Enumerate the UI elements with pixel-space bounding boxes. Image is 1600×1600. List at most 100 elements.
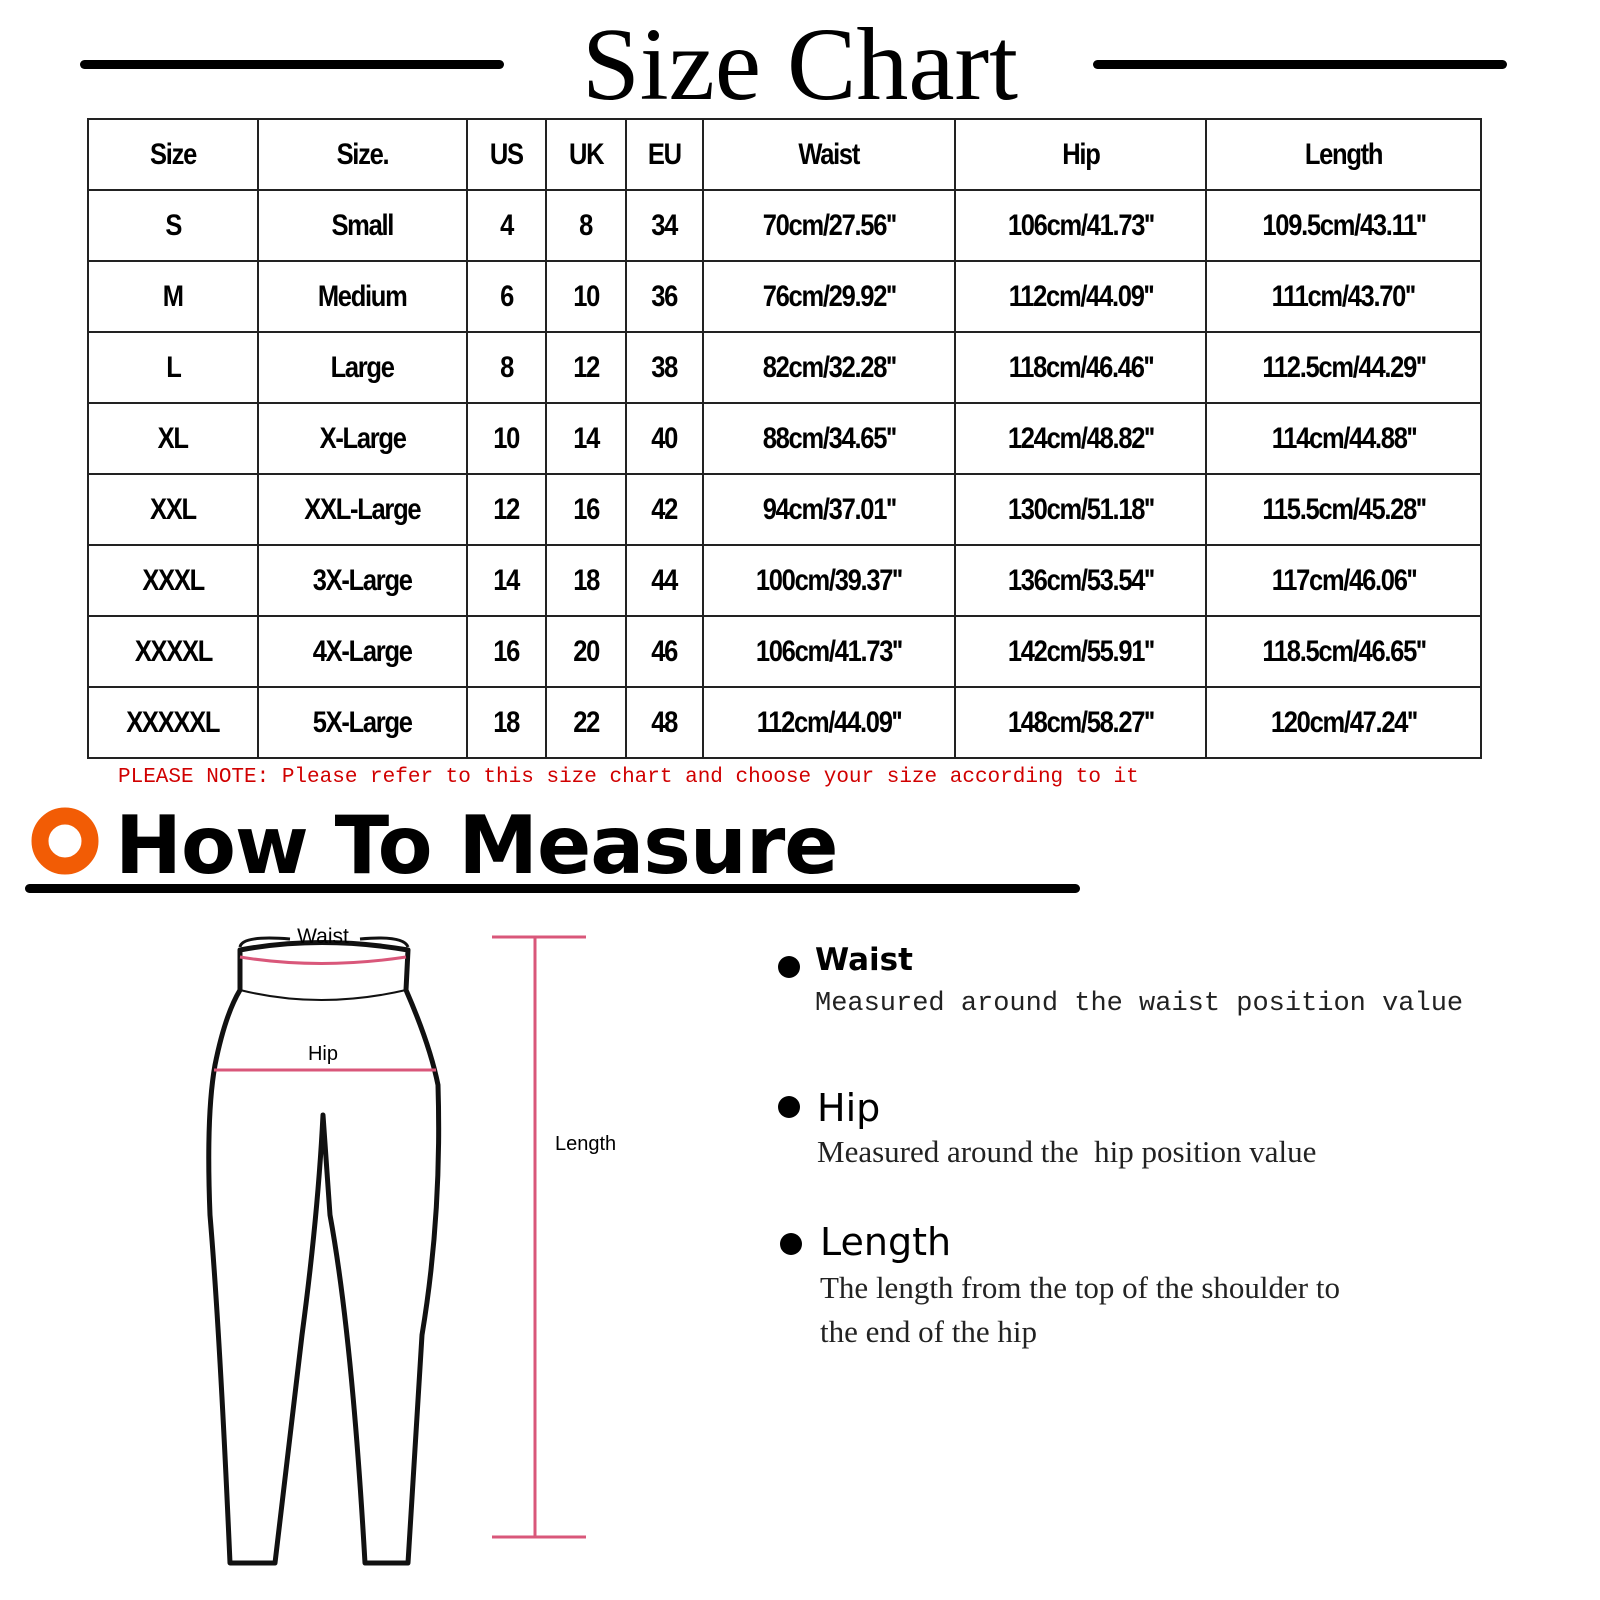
table-row: XXXXL 4X-Large 16 20 46 106cm/41.73'' 142cm/55… bbox=[87, 615, 1482, 688]
cell-text: 10 bbox=[573, 279, 600, 313]
table-cell: 76cm/29.92'' bbox=[702, 260, 956, 333]
pants-diagram: Waist Hip Length bbox=[206, 925, 616, 1566]
cell-text: 34 bbox=[651, 208, 679, 242]
cell-text: 36 bbox=[651, 279, 679, 313]
cell-text: 20 bbox=[573, 634, 600, 668]
cell-text: 12 bbox=[573, 350, 600, 384]
column-header: Size bbox=[87, 118, 259, 191]
table-cell: XXXL bbox=[87, 544, 259, 617]
cell-text: 38 bbox=[651, 350, 679, 384]
cell-text: XXXXL bbox=[134, 634, 213, 668]
measure-desc-hip: Measured around the hip position value bbox=[817, 1134, 1317, 1169]
table-cell: 136cm/53.54'' bbox=[954, 544, 1207, 617]
table-cell: 117cm/46.06'' bbox=[1205, 544, 1482, 617]
column-header-text: Size. bbox=[336, 137, 390, 171]
cell-text: 136cm/53.54'' bbox=[1007, 563, 1155, 597]
cell-text: 124cm/48.82'' bbox=[1007, 421, 1155, 455]
size-note: PLEASE NOTE: Please refer to this size c… bbox=[118, 766, 1139, 789]
column-header-text: EU bbox=[648, 137, 682, 171]
waist-measure-line bbox=[239, 955, 407, 965]
cell-text: 118cm/46.46'' bbox=[1008, 350, 1154, 384]
cell-text: 44 bbox=[651, 563, 679, 597]
table-cell: XXL bbox=[87, 473, 259, 546]
table-cell: 70cm/27.56'' bbox=[702, 189, 956, 262]
bullet-icon bbox=[778, 956, 800, 978]
table-cell: 46 bbox=[625, 615, 704, 688]
table-cell: Medium bbox=[257, 260, 468, 333]
cell-text: 46 bbox=[651, 634, 679, 668]
cell-text: 106cm/41.73'' bbox=[1007, 208, 1155, 242]
size-table: Size Size. US UK EU Waist Hip Length S Small 4 8 34… bbox=[87, 118, 1482, 759]
title-rule-right bbox=[1093, 60, 1507, 69]
cell-text: 114cm/44.88'' bbox=[1271, 421, 1417, 455]
cell-text: 6 bbox=[500, 279, 514, 313]
diagram-waist-label: Waist bbox=[297, 925, 349, 948]
table-cell: 4 bbox=[466, 189, 547, 262]
bullet-icon bbox=[778, 1096, 800, 1118]
table-row: XXXXXL 5X-Large 18 22 48 112cm/44.09'' 148cm/5… bbox=[87, 686, 1482, 759]
cell-text: Small bbox=[331, 208, 395, 242]
cell-text: X-Large bbox=[319, 421, 406, 455]
table-cell: 111cm/43.70'' bbox=[1205, 260, 1482, 333]
cell-text: Medium bbox=[318, 279, 408, 313]
cell-text: 4 bbox=[500, 208, 514, 242]
measure-label-hip: Hip bbox=[817, 1086, 881, 1130]
table-cell: 44 bbox=[625, 544, 704, 617]
table-cell: 118cm/46.46'' bbox=[954, 331, 1207, 404]
table-cell: XL bbox=[87, 402, 259, 475]
cell-text: XXL-Large bbox=[304, 492, 421, 526]
column-header: Hip bbox=[954, 118, 1207, 191]
table-cell: XXXXXL bbox=[87, 686, 259, 759]
table-cell: 38 bbox=[625, 331, 704, 404]
column-header: EU bbox=[625, 118, 704, 191]
title-rule-left bbox=[80, 60, 504, 69]
table-cell: 3X-Large bbox=[257, 544, 468, 617]
table-cell: 142cm/55.91'' bbox=[954, 615, 1207, 688]
table-row: XL X-Large 10 14 40 88cm/34.65'' 124cm/48.82''… bbox=[87, 402, 1482, 475]
cell-text: 8 bbox=[500, 350, 514, 384]
table-cell: 12 bbox=[466, 473, 547, 546]
cell-text: 94cm/37.01'' bbox=[762, 492, 897, 526]
table-cell: 88cm/34.65'' bbox=[702, 402, 956, 475]
table-cell: 16 bbox=[545, 473, 627, 546]
diagram-length-label: Length bbox=[555, 1133, 616, 1155]
table-cell: 14 bbox=[545, 402, 627, 475]
column-header: Size. bbox=[257, 118, 468, 191]
table-row: M Medium 6 10 36 76cm/29.92'' 112cm/44.09'' 111… bbox=[87, 260, 1482, 333]
cell-text: 48 bbox=[651, 705, 679, 739]
table-cell: 34 bbox=[625, 189, 704, 262]
table-row: S Small 4 8 34 70cm/27.56'' 106cm/41.73'' 109.5… bbox=[87, 189, 1482, 262]
table-cell: 130cm/51.18'' bbox=[954, 473, 1207, 546]
table-cell: 115.5cm/45.28'' bbox=[1205, 473, 1482, 546]
table-cell: 5X-Large bbox=[257, 686, 468, 759]
column-header: US bbox=[466, 118, 547, 191]
cell-text: Large bbox=[330, 350, 395, 384]
cell-text: 14 bbox=[493, 563, 521, 597]
table-cell: 20 bbox=[545, 615, 627, 688]
table-cell: 18 bbox=[545, 544, 627, 617]
table-cell: 100cm/39.37'' bbox=[702, 544, 956, 617]
table-cell: 12 bbox=[545, 331, 627, 404]
cell-text: 148cm/58.27'' bbox=[1007, 705, 1155, 739]
cell-text: 3X-Large bbox=[313, 563, 413, 597]
column-header-text: Length bbox=[1304, 137, 1384, 171]
measure-desc-length-1: The length from the top of the shoulder … bbox=[820, 1270, 1340, 1305]
cell-text: 22 bbox=[573, 705, 600, 739]
cell-text: 16 bbox=[493, 634, 521, 668]
column-header: Length bbox=[1205, 118, 1482, 191]
table-cell: 22 bbox=[545, 686, 627, 759]
cell-text: M bbox=[163, 279, 184, 313]
cell-text: XXXXXL bbox=[126, 705, 221, 739]
cell-text: 18 bbox=[493, 705, 521, 739]
bullet-icon bbox=[780, 1233, 802, 1255]
measure-rule bbox=[25, 884, 1080, 893]
cell-text: 5X-Large bbox=[313, 705, 413, 739]
table-cell: 8 bbox=[545, 189, 627, 262]
column-header-text: Hip bbox=[1061, 137, 1101, 171]
cell-text: 82cm/32.28'' bbox=[762, 350, 897, 384]
table-cell: Small bbox=[257, 189, 468, 262]
table-cell: Large bbox=[257, 331, 468, 404]
table-cell: 112.5cm/44.29'' bbox=[1205, 331, 1482, 404]
cell-text: 130cm/51.18'' bbox=[1007, 492, 1155, 526]
table-cell: 106cm/41.73'' bbox=[702, 615, 956, 688]
